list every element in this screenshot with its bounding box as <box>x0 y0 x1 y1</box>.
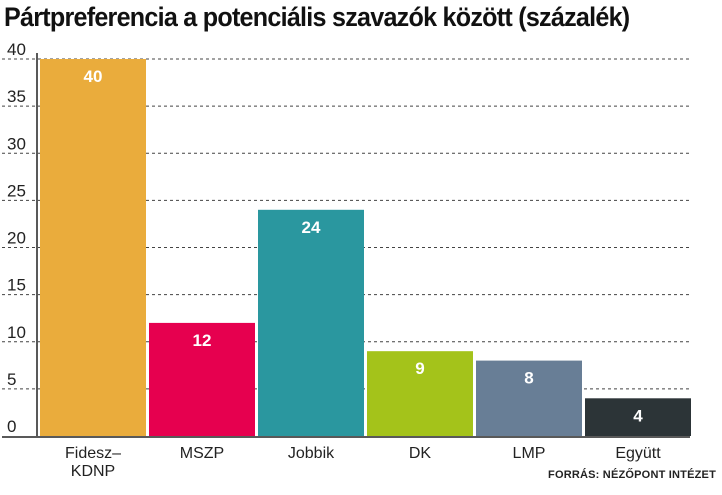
x-tick-label-5-0: Együtt <box>615 445 661 462</box>
y-tick-label-10: 10 <box>7 323 26 342</box>
data-labels: 40 12 24 9 8 4 <box>84 67 644 425</box>
chart-title: Pártpreferencia a potenciális szavazók k… <box>4 2 630 32</box>
data-label-3: 9 <box>415 359 424 378</box>
data-label-1: 12 <box>193 331 212 350</box>
bars <box>40 59 691 436</box>
x-tick-label-4-0: LMP <box>513 445 546 462</box>
axes <box>2 53 690 438</box>
y-tick-label-35: 35 <box>7 87 26 106</box>
x-axis-ticks: Fidesz–KDNP MSZP Jobbik DK LMP Együtt <box>65 445 661 480</box>
bar-1 <box>149 322 255 436</box>
y-tick-label-25: 25 <box>7 181 26 200</box>
y-axis-ticks: 0 5 10 15 20 25 30 35 40 <box>7 40 26 436</box>
bar-5 <box>585 398 691 436</box>
bar-4 <box>476 360 582 436</box>
data-label-0: 40 <box>84 67 103 86</box>
x-tick-label-1-0: MSZP <box>180 445 224 462</box>
x-tick-label-0-1: KDNP <box>71 463 115 480</box>
data-label-5: 4 <box>633 406 643 425</box>
bar-2 <box>258 209 364 436</box>
data-label-4: 8 <box>524 369 533 388</box>
y-tick-label-30: 30 <box>7 134 26 153</box>
y-tick-label-15: 15 <box>7 276 26 295</box>
y-tick-label-0: 0 <box>7 417 16 436</box>
y-tick-label-20: 20 <box>7 229 26 248</box>
y-tick-label-5: 5 <box>7 370 16 389</box>
data-label-2: 24 <box>302 218 321 237</box>
y-tick-label-40: 40 <box>7 40 26 59</box>
source-note: FORRÁS: NÉZŐPONT INTÉZET <box>548 469 716 481</box>
bar-3 <box>367 351 473 436</box>
x-tick-label-3-0: DK <box>409 445 432 462</box>
x-tick-label-0-0: Fidesz– <box>65 445 121 462</box>
x-tick-label-2-0: Jobbik <box>288 445 335 462</box>
bar-0 <box>40 59 146 436</box>
